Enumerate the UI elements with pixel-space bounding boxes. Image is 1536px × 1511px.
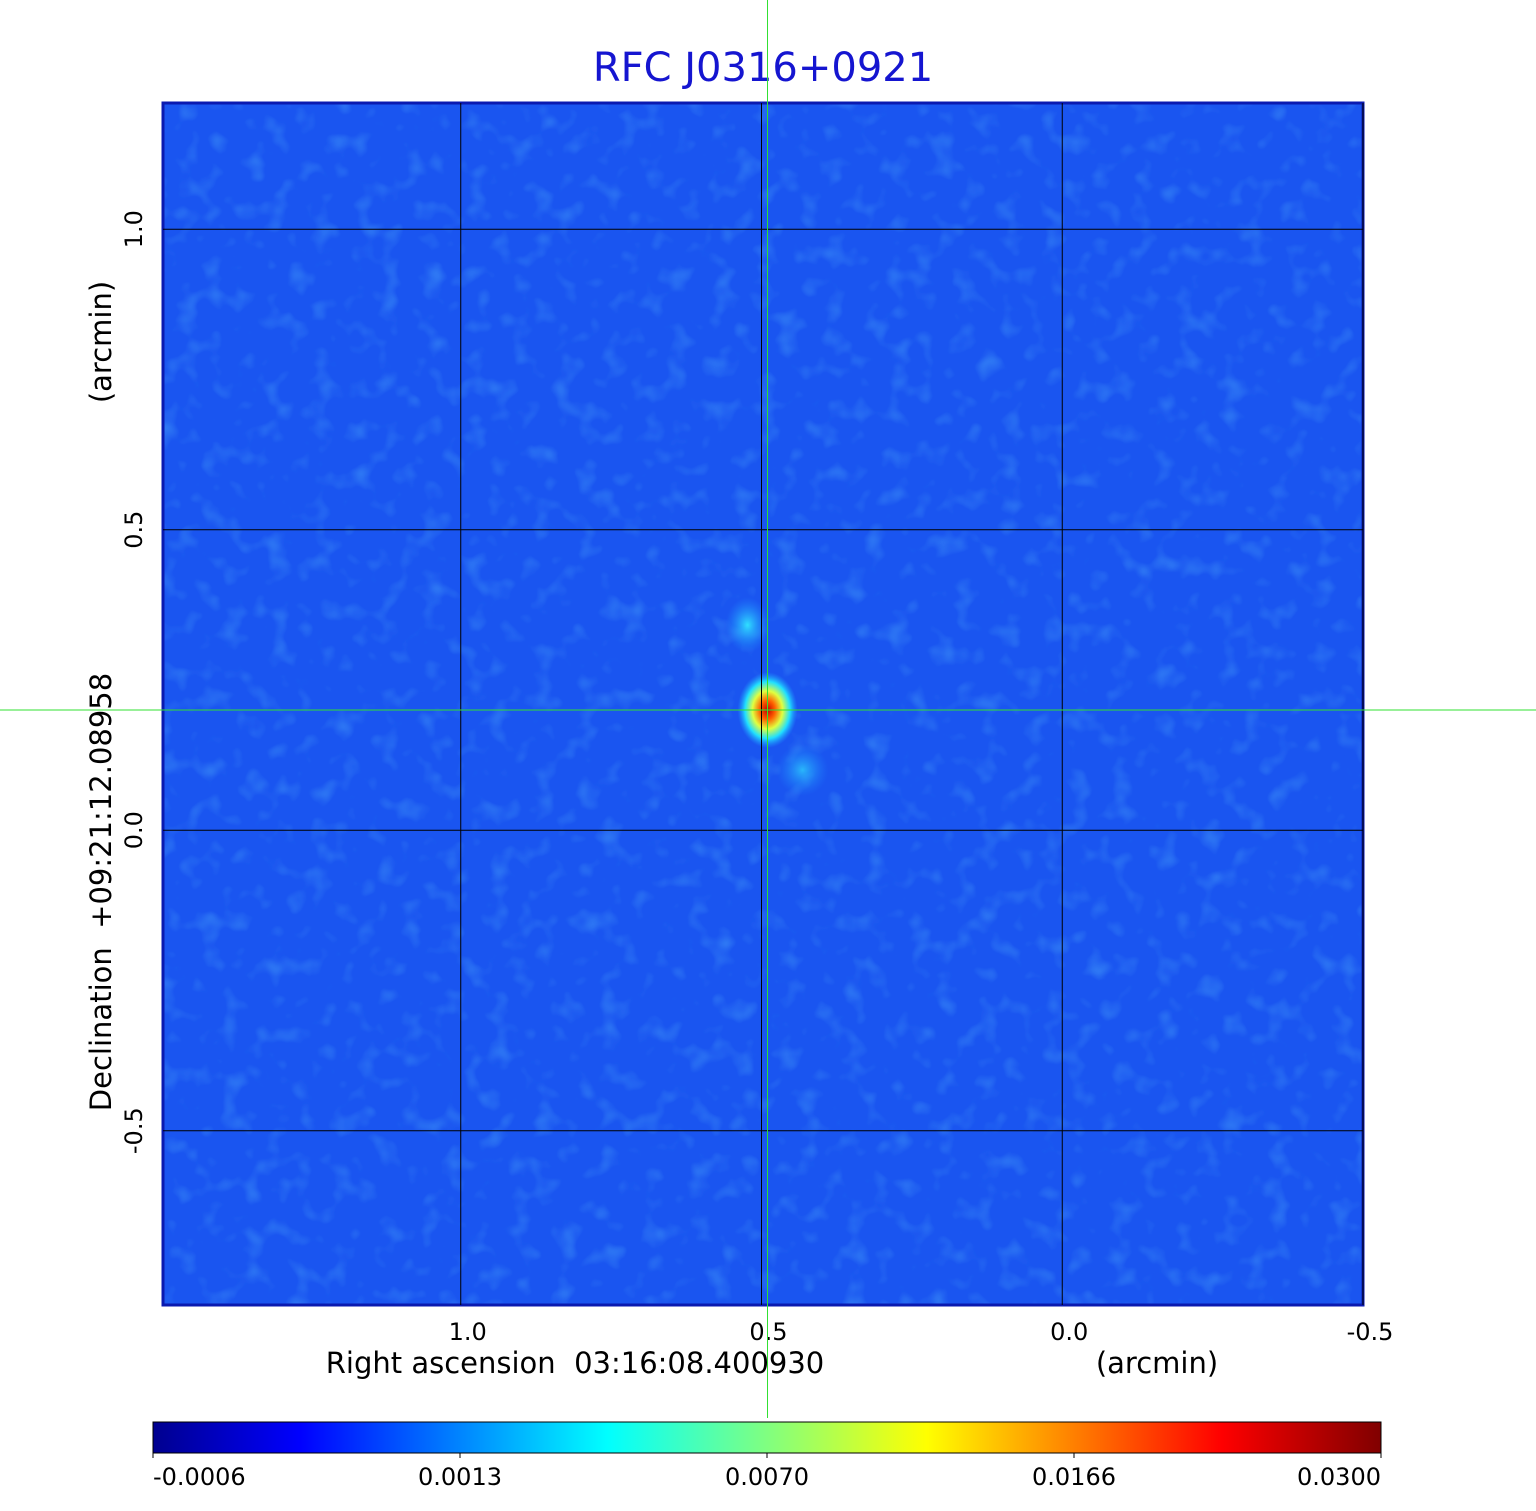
- x-tick-label: 1.0: [449, 1318, 487, 1346]
- image-area: [163, 103, 1363, 1305]
- chart-title: RFC J0316+0921: [593, 45, 933, 91]
- x-tick-label: 0.5: [749, 1318, 787, 1346]
- x-axis-label: Right ascension 03:16:08.400930: [326, 1346, 825, 1380]
- x-tick-label: 0.0: [1050, 1318, 1088, 1346]
- colorbar: [152, 1421, 1382, 1454]
- y-axis-label: Declination +09:21:12.08958: [84, 673, 118, 1111]
- y-tick-label: -0.5: [120, 1107, 148, 1154]
- x-tick-label: -0.5: [1347, 1318, 1394, 1346]
- colorbar-tick-label: -0.0006: [153, 1463, 246, 1491]
- y-axis-unit: (arcmin): [84, 281, 118, 403]
- colorbar-tick-label: 0.0300: [1297, 1463, 1381, 1491]
- colorbar-tick-label: 0.0013: [418, 1463, 502, 1491]
- colorbar-tick-label: 0.0166: [1032, 1463, 1116, 1491]
- y-tick-label: 0.0: [120, 811, 148, 849]
- colorbar-tick-label: 0.0070: [725, 1463, 809, 1491]
- x-axis-unit: (arcmin): [1096, 1346, 1218, 1380]
- y-tick-label: 1.0: [120, 210, 148, 248]
- side-lobe: [776, 744, 829, 797]
- y-tick-label: 0.5: [120, 511, 148, 549]
- side-lobe: [725, 597, 770, 654]
